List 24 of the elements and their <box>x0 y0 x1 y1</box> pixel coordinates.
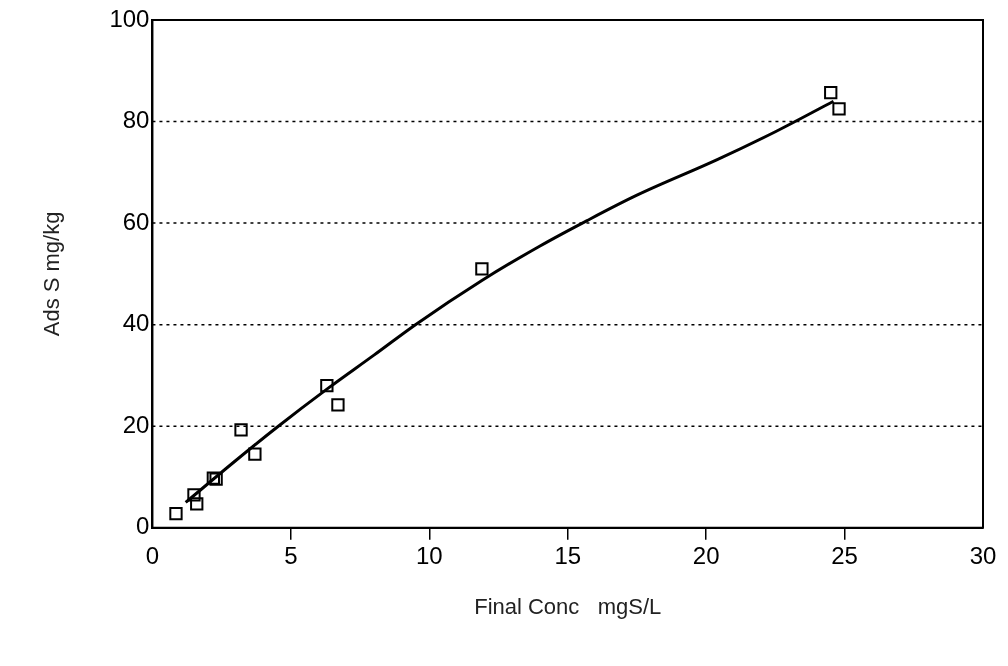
point <box>169 506 183 521</box>
x-axis-title: Final Conc mgS/L <box>474 593 662 619</box>
y-tick-label: 40 <box>122 309 150 337</box>
point <box>187 488 201 502</box>
y-tick-label: 0 <box>136 512 150 540</box>
y-tick-label: 60 <box>122 207 150 235</box>
x-tick-label: 25 <box>831 541 858 569</box>
x-tick-label: 5 <box>284 541 298 569</box>
x-tick-label: 20 <box>692 541 720 569</box>
point <box>234 423 248 437</box>
point <box>320 378 334 393</box>
point <box>832 102 846 116</box>
point <box>824 85 838 100</box>
point <box>190 497 204 511</box>
point <box>331 398 345 412</box>
y-tick-label: 100 <box>109 4 150 32</box>
y-tick-label: 80 <box>122 106 150 134</box>
point <box>475 262 489 276</box>
x-tick-label: 10 <box>415 541 443 569</box>
y-axis-title: Ads S mg/kg <box>39 211 65 337</box>
y-tick-label: 20 <box>122 410 150 438</box>
point <box>248 447 262 461</box>
x-tick-label: 15 <box>554 541 582 569</box>
x-tick-label: 30 <box>969 541 997 569</box>
